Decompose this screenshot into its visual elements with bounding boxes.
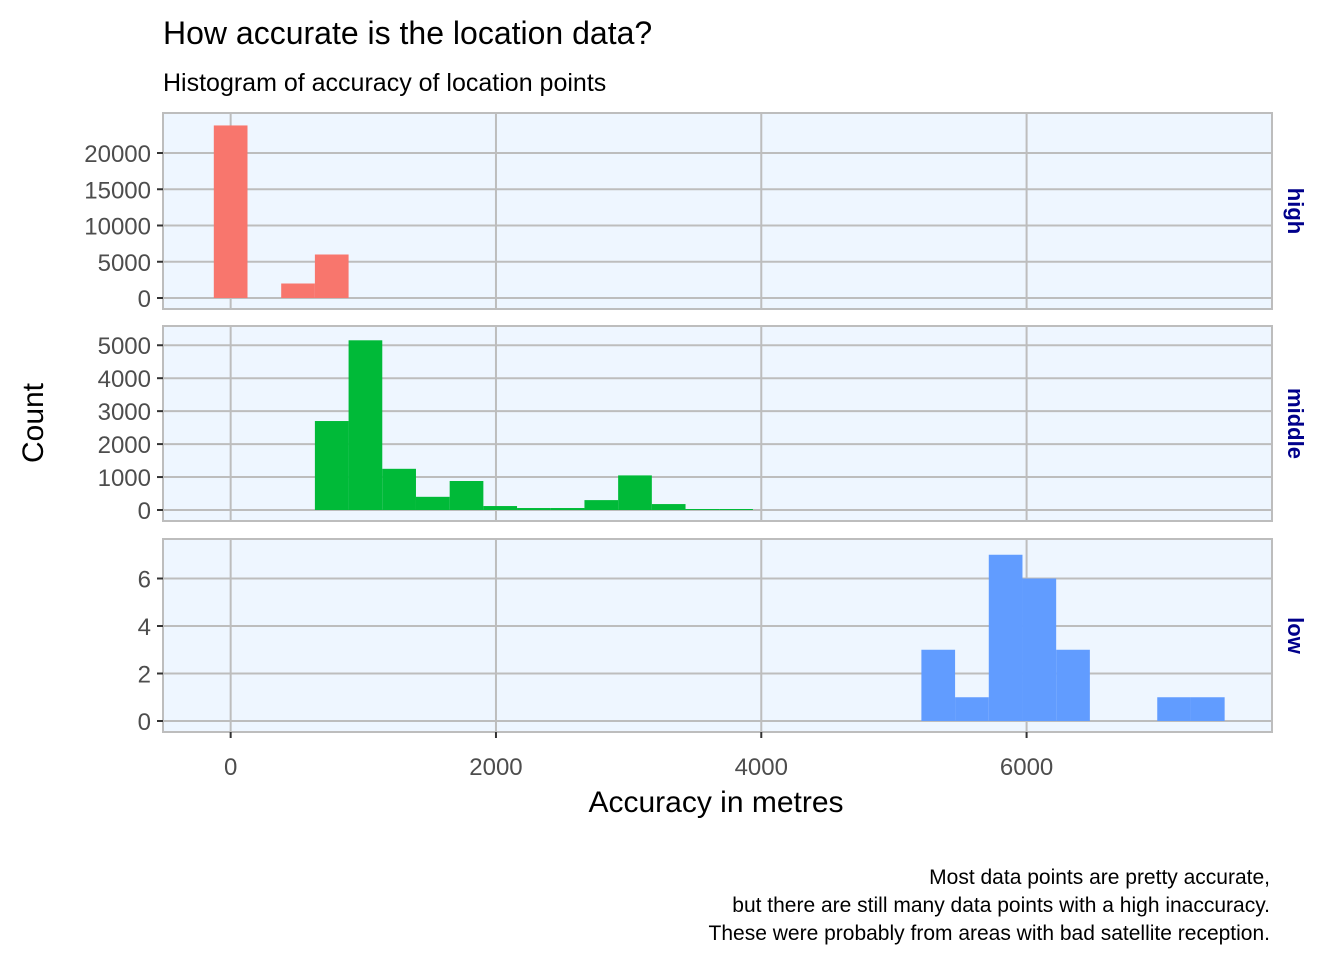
y-tick-label: 1000	[98, 465, 151, 492]
bar	[1157, 697, 1191, 721]
chart-subtitle: Histogram of accuracy of location points	[163, 69, 606, 97]
y-tick-label: 5000	[98, 333, 151, 360]
bar	[314, 421, 349, 510]
y-tick-label: 4000	[98, 366, 151, 393]
bar	[685, 509, 720, 510]
y-tick-label: 3000	[98, 399, 151, 426]
facet-strip-label: high	[1283, 188, 1308, 234]
bar	[213, 125, 248, 298]
bar	[314, 254, 349, 298]
x-tick-label: 6000	[1000, 754, 1053, 781]
facet-middle: 0 1000 2000 3000 4000 5000 middle	[98, 325, 1308, 525]
bar	[483, 506, 518, 510]
bar	[415, 496, 450, 510]
bar	[550, 508, 585, 510]
y-tick-label: 4	[138, 614, 151, 641]
bar	[921, 649, 956, 721]
bar	[988, 554, 1023, 721]
y-tick-label: 5000	[98, 250, 151, 277]
x-tick-label: 2000	[469, 754, 522, 781]
bar	[651, 504, 686, 510]
y-tick-label: 0	[138, 709, 151, 736]
bar	[281, 283, 315, 298]
y-tick-label: 0	[138, 286, 151, 313]
bar	[517, 508, 551, 510]
bar	[584, 500, 619, 510]
bar	[618, 475, 652, 510]
x-tick-label: 0	[224, 754, 237, 781]
x-tick-label: 4000	[735, 754, 788, 781]
facet-high: 0 5000 10000 15000 20000 high	[84, 112, 1308, 313]
caption-line: but there are still many data points wit…	[732, 894, 1270, 917]
facet-strip-label: low	[1283, 617, 1308, 655]
panel-background	[162, 538, 1273, 733]
facet-low: 0 2 4 6 low	[138, 538, 1308, 736]
bar	[955, 697, 989, 721]
caption: Most data points are pretty accurate, but…	[709, 866, 1270, 945]
bar	[348, 340, 383, 510]
bar	[1022, 578, 1057, 721]
bar	[1056, 649, 1090, 721]
bar	[1190, 697, 1225, 721]
y-tick-label: 10000	[84, 214, 151, 241]
bar	[719, 509, 753, 510]
facet-panels: 05000100001500020000high0100020003000400…	[84, 112, 1308, 736]
chart-title: How accurate is the location data?	[163, 15, 652, 51]
caption-line: These were probably from areas with bad …	[709, 922, 1270, 945]
y-tick-label: 0	[138, 498, 151, 525]
y-tick-label: 2000	[98, 432, 151, 459]
y-axis-title: Count	[17, 382, 50, 463]
bar	[382, 468, 416, 510]
y-tick-label: 20000	[84, 141, 151, 168]
y-tick-label: 15000	[84, 177, 151, 204]
caption-line: Most data points are pretty accurate,	[929, 866, 1270, 889]
y-tick-label: 2	[138, 662, 151, 689]
facet-strip-label: middle	[1283, 388, 1308, 459]
y-tick-label: 6	[138, 567, 151, 594]
x-axis-title: Accuracy in metres	[588, 786, 843, 819]
x-axis: 0 2000 4000 6000	[224, 732, 1053, 781]
bar	[449, 481, 484, 510]
